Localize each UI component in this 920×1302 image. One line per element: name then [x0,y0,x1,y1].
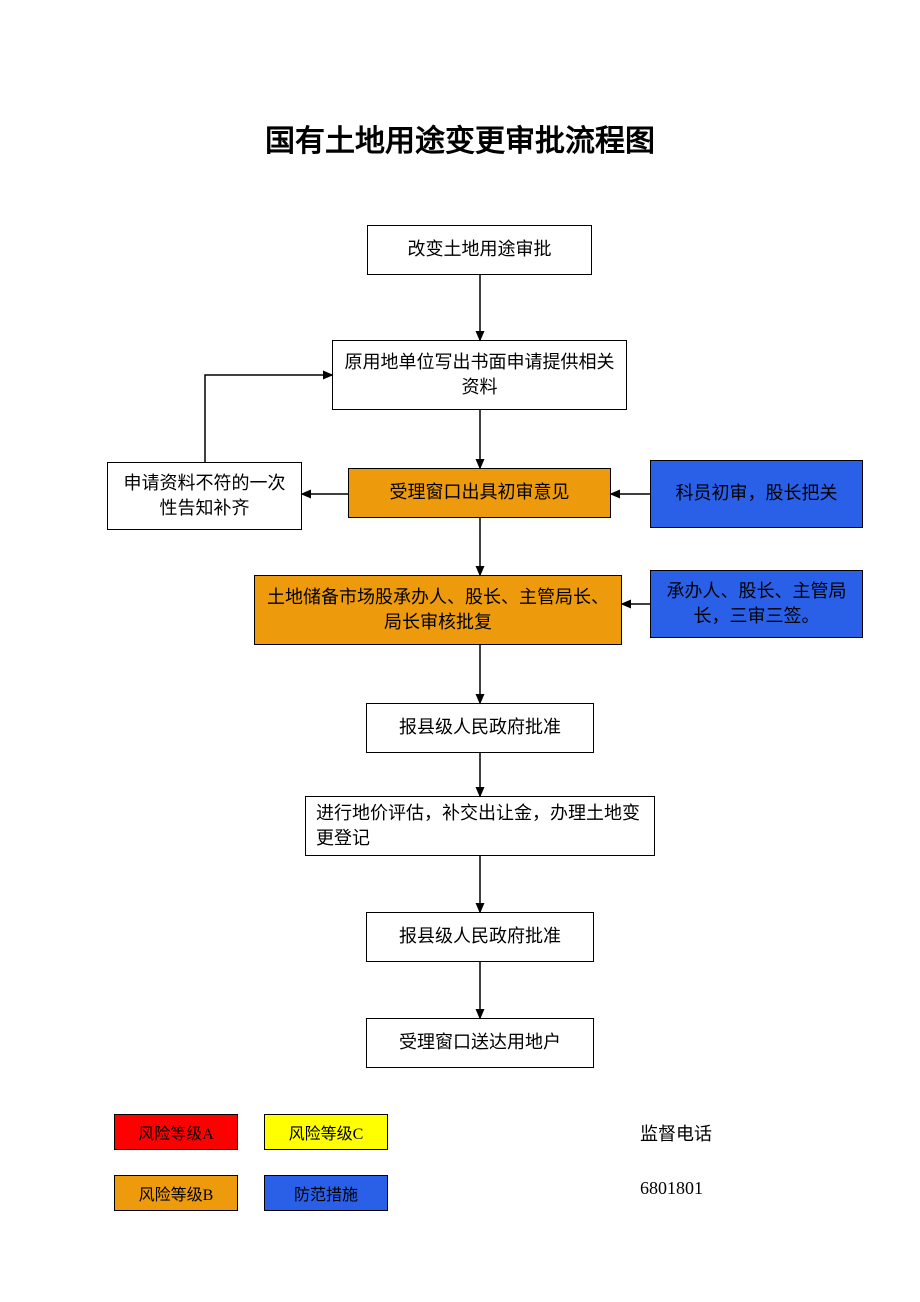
flow-node-label: 土地储备市场股承办人、股长、主管局长、局长审核批复 [265,585,611,635]
legend-label: 风险等级C [289,1120,364,1144]
flow-node-label: 进行地价评估，补交出让金，办理土地变更登记 [316,801,644,851]
flow-node-n6: 土地储备市场股承办人、股长、主管局长、局长审核批复 [254,575,622,645]
legend-0: 风险等级A [114,1114,238,1150]
footer-text-0: 监督电话 [640,1120,712,1146]
flow-node-label: 原用地单位写出书面申请提供相关资料 [343,350,616,400]
edges-layer [0,0,920,1302]
flow-node-n3: 申请资料不符的一次性告知补齐 [107,462,302,530]
legend-1: 风险等级C [264,1114,388,1150]
flow-node-label: 受理窗口送达用地户 [399,1030,561,1055]
flow-node-n8: 报县级人民政府批准 [366,703,594,753]
legend-2: 风险等级B [114,1175,238,1211]
flow-node-label: 科员初审，股长把关 [676,481,838,506]
flow-node-label: 报县级人民政府批准 [399,715,561,740]
flow-node-n9: 进行地价评估，补交出让金，办理土地变更登记 [305,796,655,856]
flow-node-label: 受理窗口出具初审意见 [390,480,570,505]
flow-node-n4: 受理窗口出具初审意见 [348,468,611,518]
flow-node-n10: 报县级人民政府批准 [366,912,594,962]
flow-node-n2: 原用地单位写出书面申请提供相关资料 [332,340,627,410]
flow-node-label: 报县级人民政府批准 [399,924,561,949]
footer-text-1: 6801801 [640,1178,703,1199]
flow-node-n5: 科员初审，股长把关 [650,460,863,528]
flow-node-label: 承办人、股长、主管局长，三审三签。 [661,579,852,629]
flow-node-label: 改变土地用途审批 [408,237,552,262]
flow-node-n1: 改变土地用途审批 [367,225,592,275]
legend-label: 防范措施 [294,1181,358,1205]
flow-node-n11: 受理窗口送达用地户 [366,1018,594,1068]
flow-node-label: 申请资料不符的一次性告知补齐 [118,471,291,521]
legend-label: 风险等级B [139,1181,214,1205]
legend-label: 风险等级A [138,1120,214,1144]
flow-node-n7: 承办人、股长、主管局长，三审三签。 [650,570,863,638]
legend-3: 防范措施 [264,1175,388,1211]
page-title: 国有土地用途变更审批流程图 [0,116,920,160]
